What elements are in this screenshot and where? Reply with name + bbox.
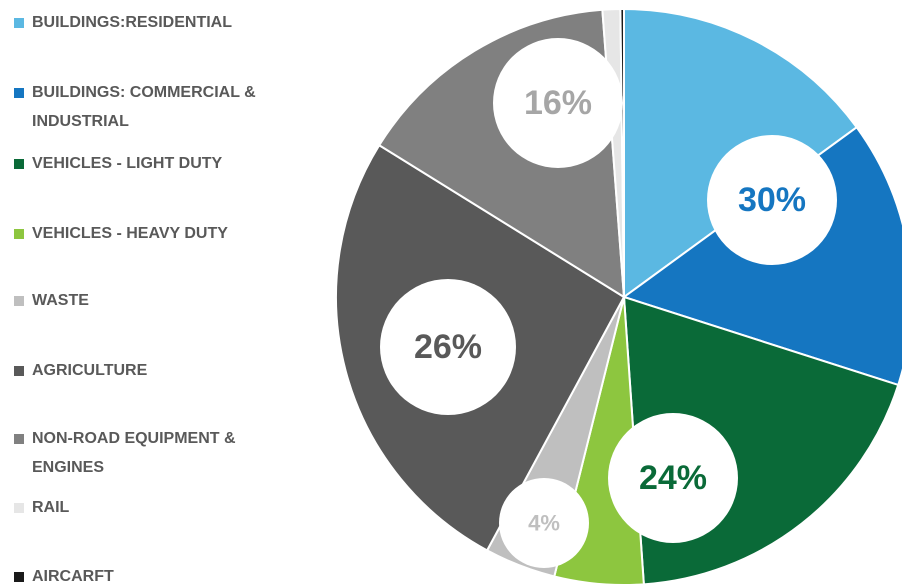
legend-item: VEHICLES - HEAVY DUTY [14,219,302,248]
data-label: 4% [528,511,560,536]
legend-item: BUILDINGS: COMMERCIAL & INDUSTRIAL [14,78,282,136]
legend-swatch [14,503,24,513]
label-bubble [608,413,738,543]
legend-swatch [14,18,24,28]
data-label: 30% [738,181,806,219]
legend-label: VEHICLES - HEAVY DUTY [32,225,228,242]
label-bubble [499,478,589,568]
legend-label: BUILDINGS:RESIDENTIAL [32,14,232,31]
legend-swatch [14,229,24,239]
legend-item: AGRICULTURE [14,356,302,385]
legend-item: BUILDINGS:RESIDENTIAL [14,8,302,37]
legend-label: AIRCARFT [32,568,114,585]
legend-label: VEHICLES - LIGHT DUTY [32,155,223,172]
legend-item: VEHICLES - LIGHT DUTY [14,149,302,178]
legend-swatch [14,434,24,444]
legend-swatch [14,366,24,376]
data-label: 24% [639,459,707,497]
legend-item: AIRCARFT [14,562,302,586]
legend-label: WASTE [32,292,89,309]
legend-label: AGRICULTURE [32,362,148,379]
legend-label: RAIL [32,499,70,516]
legend-item: WASTE [14,286,302,315]
legend-label: NON-ROAD EQUIPMENT & ENGINES [32,430,236,476]
label-bubble [707,135,837,265]
legend-label: BUILDINGS: COMMERCIAL & INDUSTRIAL [32,84,256,130]
legend-swatch [14,88,24,98]
label-bubble [380,279,516,415]
legend-item: NON-ROAD EQUIPMENT & ENGINES [14,424,282,482]
legend-swatch [14,296,24,306]
data-label: 26% [414,328,482,366]
legend-swatch [14,572,24,582]
data-label: 16% [524,84,592,122]
pie-slice [619,7,625,298]
label-bubble [493,38,623,168]
legend-swatch [14,159,24,169]
legend-item: RAIL [14,493,302,522]
